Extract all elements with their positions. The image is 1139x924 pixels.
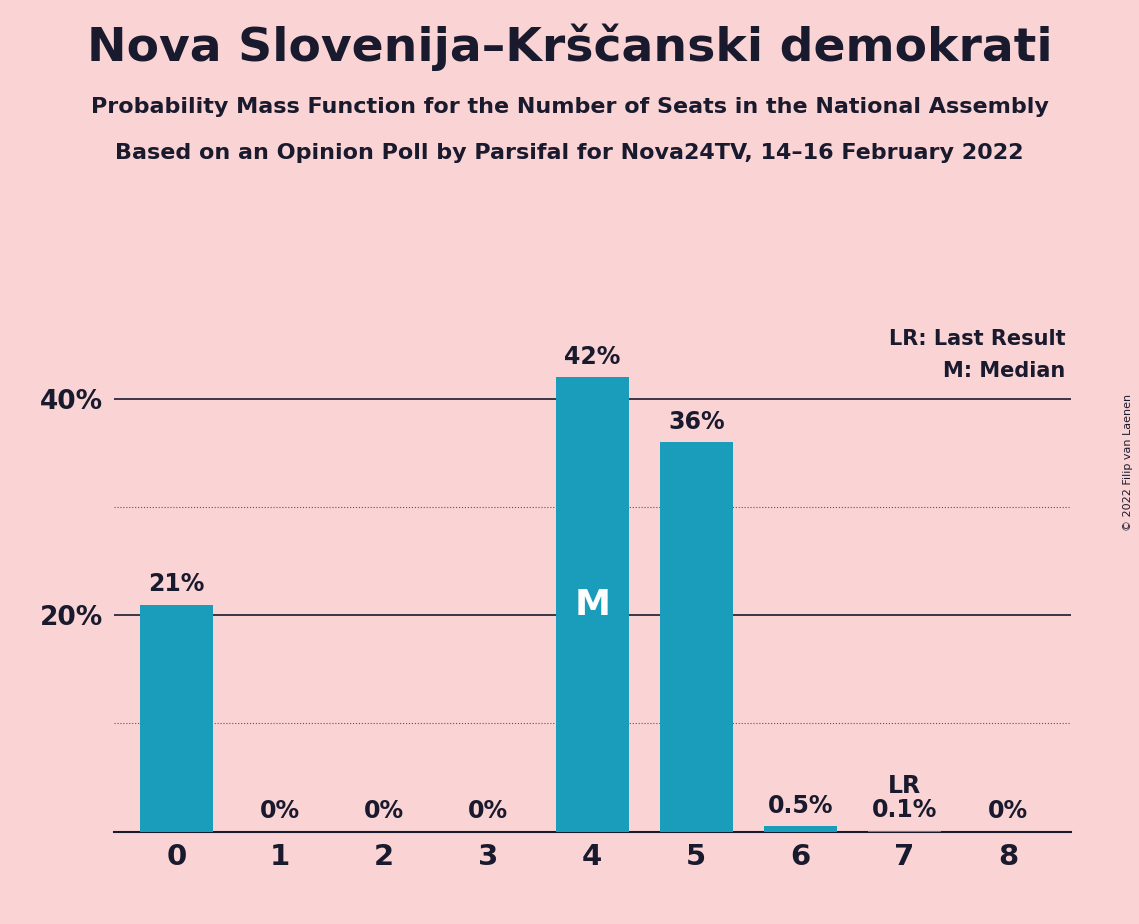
Text: M: M xyxy=(574,588,611,622)
Bar xyxy=(659,443,732,832)
Text: 0.5%: 0.5% xyxy=(768,794,833,818)
Text: 42%: 42% xyxy=(564,345,621,369)
Text: 0%: 0% xyxy=(468,799,508,823)
Text: 21%: 21% xyxy=(148,572,205,596)
Text: 0%: 0% xyxy=(260,799,301,823)
Text: 0.1%: 0.1% xyxy=(871,797,937,821)
Text: Nova Slovenija–Krščanski demokrati: Nova Slovenija–Krščanski demokrati xyxy=(87,23,1052,70)
Text: Probability Mass Function for the Number of Seats in the National Assembly: Probability Mass Function for the Number… xyxy=(91,97,1048,117)
Text: LR: LR xyxy=(887,774,920,798)
Bar xyxy=(868,831,941,832)
Text: M: Median: M: Median xyxy=(943,361,1065,382)
Text: 0%: 0% xyxy=(364,799,404,823)
Bar xyxy=(556,378,629,832)
Text: 0%: 0% xyxy=(989,799,1029,823)
Text: Based on an Opinion Poll by Parsifal for Nova24TV, 14–16 February 2022: Based on an Opinion Poll by Parsifal for… xyxy=(115,143,1024,164)
Text: 36%: 36% xyxy=(667,409,724,433)
Bar xyxy=(140,604,213,832)
Text: © 2022 Filip van Laenen: © 2022 Filip van Laenen xyxy=(1123,394,1133,530)
Bar xyxy=(764,826,837,832)
Text: LR: Last Result: LR: Last Result xyxy=(888,329,1065,348)
